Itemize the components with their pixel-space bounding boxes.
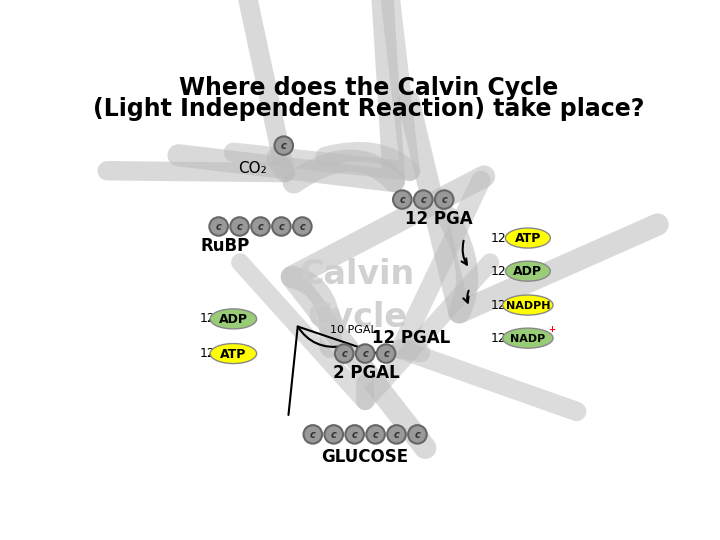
Text: 12: 12: [490, 232, 506, 245]
Circle shape: [325, 425, 343, 444]
Text: 12 PGA: 12 PGA: [405, 210, 472, 228]
Text: ATP: ATP: [515, 232, 541, 245]
Text: c: c: [441, 195, 447, 205]
Text: ADP: ADP: [513, 266, 542, 279]
Text: c: c: [383, 349, 389, 359]
Text: CO₂: CO₂: [238, 161, 267, 176]
Text: c: c: [279, 222, 284, 232]
Circle shape: [304, 425, 322, 444]
Text: c: c: [281, 141, 287, 151]
Text: c: c: [300, 222, 305, 232]
Text: c: c: [310, 430, 315, 440]
Circle shape: [387, 425, 406, 444]
Text: 12: 12: [200, 347, 216, 360]
Circle shape: [393, 190, 412, 209]
Text: c: c: [394, 430, 400, 440]
Circle shape: [274, 137, 293, 155]
Text: Calvin
Cycle: Calvin Cycle: [300, 258, 415, 334]
Ellipse shape: [210, 309, 256, 329]
Text: Where does the Calvin Cycle: Where does the Calvin Cycle: [179, 76, 559, 100]
Circle shape: [366, 425, 385, 444]
Text: +: +: [549, 325, 555, 334]
Circle shape: [272, 217, 291, 236]
Ellipse shape: [505, 228, 550, 248]
Text: c: c: [237, 222, 243, 232]
Text: c: c: [258, 222, 264, 232]
Text: 12: 12: [490, 299, 506, 312]
Text: c: c: [216, 222, 222, 232]
Ellipse shape: [503, 295, 553, 315]
Text: GLUCOSE: GLUCOSE: [322, 449, 409, 467]
Circle shape: [377, 345, 395, 363]
Text: NADPH: NADPH: [505, 301, 550, 311]
Circle shape: [414, 190, 433, 209]
Ellipse shape: [210, 343, 256, 363]
Circle shape: [346, 425, 364, 444]
Text: 12 PGAL: 12 PGAL: [372, 329, 451, 347]
Circle shape: [408, 425, 427, 444]
Circle shape: [293, 217, 312, 236]
Circle shape: [356, 345, 374, 363]
Text: c: c: [331, 430, 337, 440]
Text: ADP: ADP: [219, 313, 248, 326]
Text: c: c: [415, 430, 420, 440]
Ellipse shape: [505, 261, 550, 281]
Ellipse shape: [503, 328, 553, 348]
Text: ATP: ATP: [220, 348, 246, 361]
Text: 12: 12: [200, 313, 216, 326]
Text: c: c: [341, 349, 347, 359]
Circle shape: [435, 190, 454, 209]
Text: c: c: [373, 430, 379, 440]
Text: (Light Independent Reaction) take place?: (Light Independent Reaction) take place?: [94, 97, 644, 122]
Text: RuBP: RuBP: [201, 237, 251, 255]
Text: c: c: [420, 195, 426, 205]
Circle shape: [210, 217, 228, 236]
Text: NADP: NADP: [510, 334, 546, 344]
Circle shape: [251, 217, 270, 236]
Text: c: c: [352, 430, 358, 440]
Text: 12: 12: [490, 332, 506, 345]
Circle shape: [230, 217, 249, 236]
Text: 10 PGAL: 10 PGAL: [330, 326, 377, 335]
Circle shape: [335, 345, 354, 363]
Text: 2 PGAL: 2 PGAL: [333, 364, 400, 382]
Text: c: c: [400, 195, 405, 205]
Text: 12: 12: [490, 265, 506, 278]
Text: c: c: [362, 349, 368, 359]
